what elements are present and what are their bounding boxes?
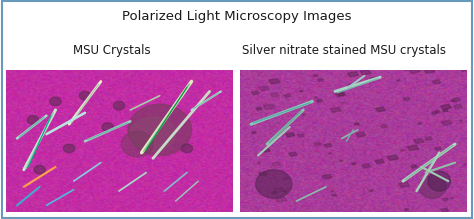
Polygon shape	[263, 148, 270, 152]
Polygon shape	[313, 74, 318, 77]
Polygon shape	[425, 137, 432, 140]
Polygon shape	[256, 170, 292, 198]
Polygon shape	[324, 143, 332, 147]
Polygon shape	[271, 93, 279, 97]
Polygon shape	[337, 93, 344, 96]
Polygon shape	[362, 164, 371, 168]
Polygon shape	[314, 97, 318, 99]
Polygon shape	[399, 182, 410, 187]
Polygon shape	[375, 107, 385, 112]
Polygon shape	[441, 208, 449, 212]
Polygon shape	[431, 111, 438, 114]
Polygon shape	[256, 107, 262, 110]
Polygon shape	[318, 78, 324, 81]
Polygon shape	[27, 116, 38, 124]
Polygon shape	[284, 191, 287, 193]
Polygon shape	[349, 83, 357, 87]
Polygon shape	[286, 133, 295, 137]
Polygon shape	[341, 102, 345, 104]
Polygon shape	[404, 208, 409, 210]
Polygon shape	[397, 79, 401, 81]
Polygon shape	[113, 101, 125, 110]
Polygon shape	[181, 144, 192, 153]
Polygon shape	[440, 104, 451, 109]
Polygon shape	[442, 109, 448, 112]
Polygon shape	[407, 145, 419, 151]
Polygon shape	[380, 124, 387, 128]
Polygon shape	[387, 155, 399, 161]
Polygon shape	[300, 90, 303, 92]
Polygon shape	[50, 97, 61, 106]
Polygon shape	[400, 149, 404, 151]
Polygon shape	[273, 187, 284, 193]
Polygon shape	[435, 147, 442, 150]
Text: Silver nitrate stained MSU crystals: Silver nitrate stained MSU crystals	[242, 44, 446, 57]
Text: Polarized Light Microscopy Images: Polarized Light Microscopy Images	[122, 10, 352, 23]
Polygon shape	[370, 77, 376, 80]
Polygon shape	[409, 68, 420, 73]
Polygon shape	[450, 100, 455, 102]
Polygon shape	[375, 159, 384, 164]
Polygon shape	[284, 94, 292, 98]
Polygon shape	[316, 99, 323, 102]
Polygon shape	[79, 92, 91, 100]
Polygon shape	[297, 134, 305, 137]
Polygon shape	[463, 164, 467, 165]
Polygon shape	[442, 198, 448, 201]
Polygon shape	[465, 159, 470, 162]
Polygon shape	[424, 68, 435, 73]
Polygon shape	[441, 120, 452, 125]
Polygon shape	[251, 91, 259, 95]
Polygon shape	[272, 192, 276, 194]
Polygon shape	[314, 142, 321, 146]
Polygon shape	[418, 122, 422, 125]
Polygon shape	[435, 110, 440, 113]
Polygon shape	[413, 138, 424, 143]
Polygon shape	[257, 162, 261, 164]
Polygon shape	[102, 123, 113, 131]
Polygon shape	[275, 197, 287, 202]
Polygon shape	[401, 65, 412, 70]
Polygon shape	[335, 92, 346, 97]
Polygon shape	[252, 131, 256, 134]
Polygon shape	[128, 104, 191, 155]
Polygon shape	[331, 194, 337, 196]
Polygon shape	[411, 165, 417, 168]
Polygon shape	[64, 144, 75, 153]
Polygon shape	[322, 174, 332, 179]
Polygon shape	[259, 172, 267, 176]
Text: MSU Crystals: MSU Crystals	[73, 44, 151, 57]
Polygon shape	[289, 152, 297, 156]
Polygon shape	[121, 131, 153, 157]
Polygon shape	[452, 98, 460, 102]
Polygon shape	[419, 175, 446, 198]
Polygon shape	[454, 104, 463, 109]
Polygon shape	[284, 177, 289, 180]
Polygon shape	[356, 132, 366, 137]
Polygon shape	[428, 171, 451, 191]
Polygon shape	[330, 107, 341, 112]
Polygon shape	[328, 153, 332, 154]
Polygon shape	[339, 160, 343, 162]
Polygon shape	[272, 162, 281, 166]
Polygon shape	[450, 197, 454, 199]
Polygon shape	[354, 123, 359, 125]
Polygon shape	[302, 114, 306, 116]
Polygon shape	[403, 97, 410, 100]
Polygon shape	[432, 80, 441, 84]
Polygon shape	[459, 120, 463, 122]
Polygon shape	[369, 190, 373, 192]
Polygon shape	[259, 86, 269, 91]
Polygon shape	[130, 117, 175, 151]
Polygon shape	[347, 72, 359, 77]
Polygon shape	[330, 190, 335, 192]
Polygon shape	[460, 66, 470, 71]
Polygon shape	[361, 70, 371, 75]
Polygon shape	[351, 163, 356, 165]
Polygon shape	[264, 104, 275, 110]
Polygon shape	[34, 166, 46, 174]
Polygon shape	[269, 78, 280, 84]
